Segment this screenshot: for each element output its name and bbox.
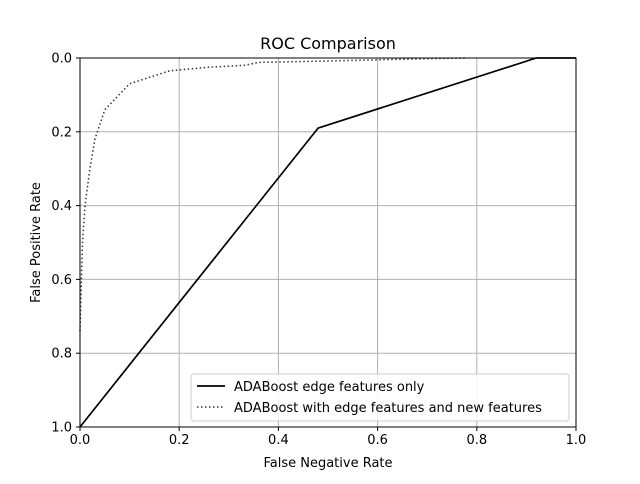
y-tick-label: 0.0 <box>51 52 72 67</box>
y-tick-label: 0.4 <box>51 199 72 214</box>
x-tick-label: 0.4 <box>268 433 289 448</box>
axis-ticks: 0.0 0.2 0.4 0.6 0.8 1.00.00.20.40.60.81.0 <box>51 52 586 449</box>
y-tick-label: 0.6 <box>51 273 72 288</box>
legend-label-edge-only: ADABoost edge features only <box>234 380 425 395</box>
x-tick-label: 0.6 <box>367 433 388 448</box>
x-tick-label: 0.2 <box>169 433 190 448</box>
y-tick-label: 0.2 <box>51 125 72 140</box>
x-tick-label: 1.0 <box>566 433 587 448</box>
plot-area-frame <box>79 57 577 428</box>
x-tick-label: 0.8 <box>466 433 487 448</box>
legend-label-new-features: ADABoost with edge features and new feat… <box>234 401 542 416</box>
series-line-new-features <box>79 57 467 332</box>
y-tick-label: 0.8 <box>51 347 72 362</box>
grid-lines <box>79 57 577 428</box>
y-tick-label: 1.0 <box>51 421 72 436</box>
legend: ADABoost edge features only ADABoost wit… <box>190 373 570 422</box>
x-axis-label: False Negative Rate <box>263 456 392 471</box>
x-tick-label: 0.0 <box>70 433 91 448</box>
y-axis-label: False Positive Rate <box>29 182 44 303</box>
legend-box <box>190 373 570 422</box>
chart-title: ROC Comparison <box>260 34 396 53</box>
